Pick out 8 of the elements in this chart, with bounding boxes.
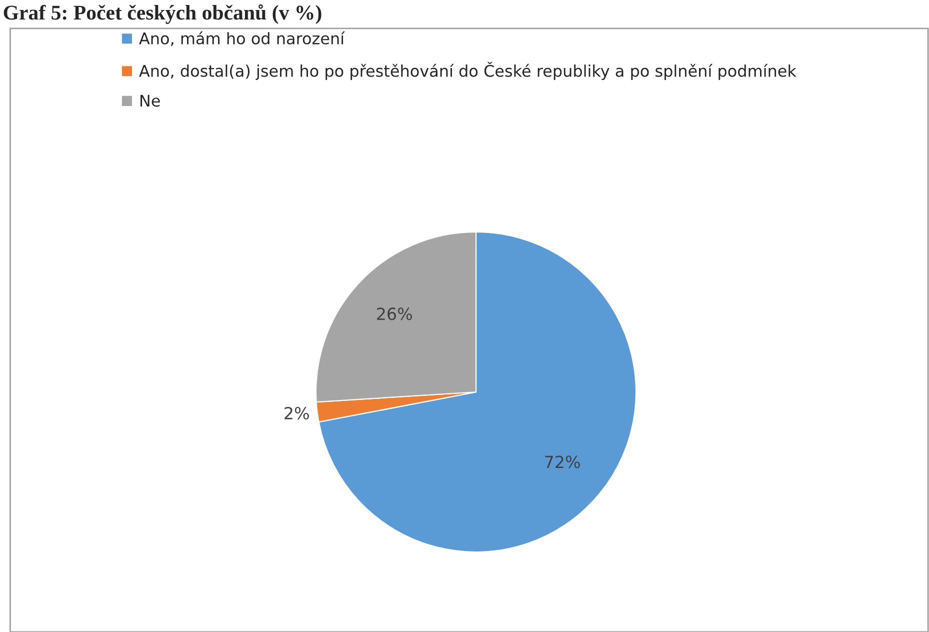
legend-label: Ne	[140, 94, 160, 107]
data-label: 72%	[545, 456, 580, 468]
legend-label: Ano, dostal(a) jsem ho po přestěhování do České republiky a po splnění podmínek	[139, 62, 796, 80]
chart-title: Graf 5: Počet českých občanů (v %)	[4, 4, 322, 24]
data-label: 26%	[377, 308, 412, 320]
legend-label: Ano, mám ho od narození	[139, 31, 345, 46]
data-label: 2%	[284, 406, 309, 420]
pie-slice	[318, 231, 637, 553]
